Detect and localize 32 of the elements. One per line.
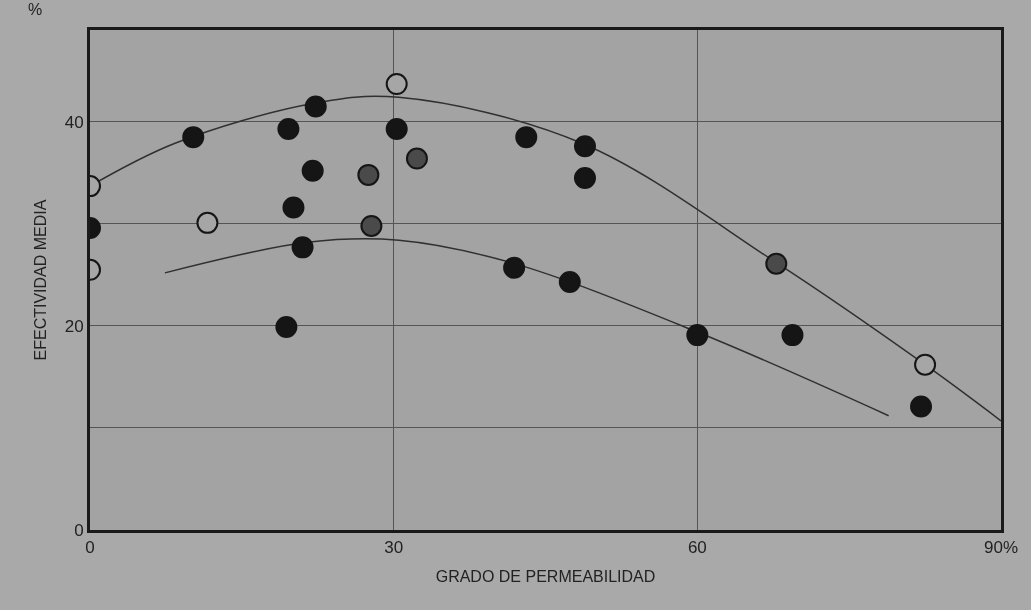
point — [385, 73, 408, 96]
point — [196, 211, 219, 234]
point — [277, 117, 300, 140]
point — [385, 117, 408, 140]
x-tick-label: 30 — [384, 538, 404, 558]
point — [405, 147, 428, 170]
point — [275, 315, 298, 338]
x-tick-label: 90% — [983, 538, 1019, 558]
point — [360, 214, 383, 237]
point — [781, 324, 804, 347]
y-tick-label: 0 — [74, 520, 84, 540]
point — [686, 324, 709, 347]
point — [914, 353, 937, 376]
point — [503, 256, 526, 279]
point — [301, 159, 324, 182]
y-axis-title: EFECTIVIDAD MEDIA — [31, 199, 49, 361]
x-axis-title: GRADO DE PERMEABILIDAD — [435, 568, 656, 586]
point — [573, 135, 596, 158]
text: % — [28, 1, 43, 18]
point — [910, 395, 933, 418]
point — [291, 236, 314, 259]
point — [304, 95, 327, 118]
point — [515, 126, 538, 149]
y-tick-label: 20 — [64, 316, 84, 336]
x-tick-label: 60 — [687, 538, 707, 558]
point — [282, 196, 305, 219]
point — [182, 126, 205, 149]
y-tick-label: 40 — [64, 112, 84, 132]
point — [765, 252, 788, 275]
point — [558, 271, 581, 294]
point — [357, 163, 380, 186]
point — [573, 166, 596, 189]
